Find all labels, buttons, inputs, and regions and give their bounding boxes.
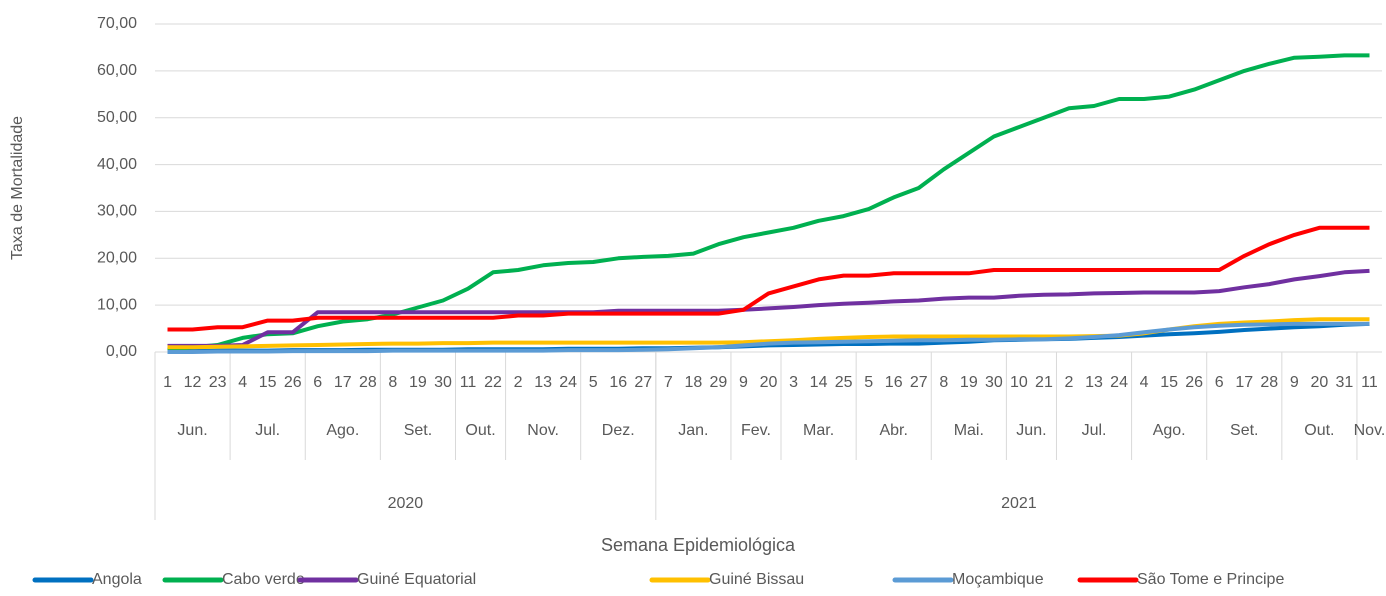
x-tick-label: 11 <box>460 374 477 391</box>
month-label: Mar. <box>803 422 834 439</box>
month-label: Jul. <box>1082 422 1107 439</box>
y-tick-label: 70,00 <box>97 15 137 32</box>
y-tick-label: 20,00 <box>97 250 137 267</box>
x-tick-label: 19 <box>960 374 978 391</box>
legend-label: São Tome e Principe <box>1137 571 1284 588</box>
legend-label: Angola <box>92 571 142 588</box>
month-label: Ago. <box>1153 422 1186 439</box>
x-tick-label: 4 <box>238 374 247 391</box>
x-tick-label: 12 <box>184 374 202 391</box>
x-tick-label: 20 <box>760 374 778 391</box>
y-tick-label: 30,00 <box>97 203 137 220</box>
x-tick-label: 9 <box>739 374 748 391</box>
month-label: Jun. <box>177 422 207 439</box>
month-label: Nov. <box>1354 422 1386 439</box>
x-tick-label: 27 <box>634 374 652 391</box>
x-tick-label: 26 <box>1185 374 1203 391</box>
x-tick-label: 14 <box>810 374 828 391</box>
x-tick-label: 20 <box>1310 374 1328 391</box>
x-tick-label: 7 <box>664 374 673 391</box>
x-tick-label: 21 <box>1035 374 1053 391</box>
x-tick-label: 8 <box>939 374 948 391</box>
x-tick-label: 31 <box>1336 374 1354 391</box>
x-tick-label: 10 <box>1010 374 1028 391</box>
month-label: Set. <box>1230 422 1258 439</box>
month-label: Abr. <box>879 422 907 439</box>
y-tick-label: 60,00 <box>97 62 137 79</box>
x-tick-label: 13 <box>534 374 552 391</box>
x-tick-label: 5 <box>864 374 873 391</box>
x-tick-label: 25 <box>835 374 853 391</box>
x-tick-label: 29 <box>710 374 728 391</box>
x-tick-label: 5 <box>589 374 598 391</box>
x-tick-label: 16 <box>609 374 627 391</box>
x-tick-label: 30 <box>985 374 1003 391</box>
x-tick-label: 19 <box>409 374 427 391</box>
series-line <box>167 268 1370 348</box>
y-tick-label: 50,00 <box>97 109 137 126</box>
x-tick-label: 1 <box>163 374 172 391</box>
month-label: Fev. <box>741 422 771 439</box>
x-tick-label: 15 <box>1160 374 1178 391</box>
x-tick-label: 4 <box>1140 374 1149 391</box>
legend-label: Guiné Equatorial <box>357 571 476 588</box>
series-line <box>167 225 1370 332</box>
month-label: Set. <box>404 422 432 439</box>
x-tick-label: 24 <box>1110 374 1128 391</box>
y-tick-label: 10,00 <box>97 296 137 313</box>
x-tick-label: 28 <box>1260 374 1278 391</box>
legend-label: Moçambique <box>952 571 1044 588</box>
month-label: Nov. <box>527 422 559 439</box>
x-tick-label: 17 <box>1235 374 1253 391</box>
x-tick-label: 30 <box>434 374 452 391</box>
x-tick-label: 27 <box>910 374 928 391</box>
x-tick-label: 15 <box>259 374 277 391</box>
month-label: Jul. <box>255 422 280 439</box>
x-tick-label: 8 <box>388 374 397 391</box>
x-axis-title: Semana Epidemiológica <box>601 535 796 555</box>
month-label: Out. <box>465 422 495 439</box>
x-tick-label: 3 <box>789 374 798 391</box>
month-label: Jun. <box>1016 422 1046 439</box>
x-tick-label: 2 <box>1065 374 1074 391</box>
x-tick-label: 9 <box>1290 374 1299 391</box>
x-tick-label: 18 <box>684 374 702 391</box>
x-tick-label: 17 <box>334 374 352 391</box>
x-tick-label: 23 <box>209 374 227 391</box>
x-tick-label: 6 <box>313 374 322 391</box>
x-tick-label: 16 <box>885 374 903 391</box>
x-tick-label: 2 <box>514 374 523 391</box>
legend-label: Guiné Bissau <box>709 571 804 588</box>
x-tick-label: 13 <box>1085 374 1103 391</box>
month-label: Ago. <box>326 422 359 439</box>
x-tick-label: 26 <box>284 374 302 391</box>
year-label: 2020 <box>388 495 424 512</box>
legend-label: Cabo verde <box>222 571 305 588</box>
x-tick-label: 28 <box>359 374 377 391</box>
month-label: Dez. <box>602 422 635 439</box>
month-label: Out. <box>1304 422 1334 439</box>
x-tick-label: 24 <box>559 374 577 391</box>
x-tick-label: 6 <box>1215 374 1224 391</box>
series-line <box>167 321 1370 354</box>
x-tick-label: 22 <box>484 374 502 391</box>
y-tick-label: 40,00 <box>97 156 137 173</box>
y-axis-title: Taxa de Mortalidade <box>9 116 26 260</box>
x-tick-label: 11 <box>1361 374 1378 391</box>
y-tick-label: 0,00 <box>106 343 137 360</box>
year-label: 2021 <box>1001 495 1037 512</box>
month-label: Mai. <box>954 422 984 439</box>
month-label: Jan. <box>678 422 708 439</box>
